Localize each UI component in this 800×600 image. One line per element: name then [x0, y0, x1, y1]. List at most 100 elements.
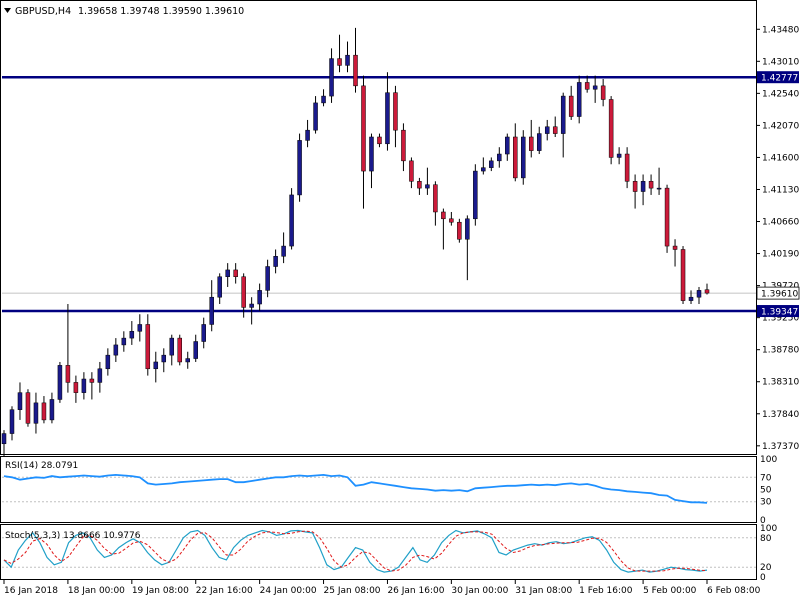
- candle-bear: [664, 187, 670, 247]
- y-tick-label: 1.43480: [762, 25, 799, 35]
- candle-bear: [377, 136, 382, 145]
- stoch-tick-label: 0: [760, 573, 766, 583]
- candle-bull: [544, 126, 550, 134]
- candle-bear: [624, 153, 630, 182]
- y-tick-label: 1.42540: [762, 89, 799, 99]
- x-tick-label: 19 Jan 08:00: [132, 586, 189, 596]
- candle-bull: [560, 95, 566, 134]
- candle-bull: [153, 361, 159, 370]
- candle-bear: [433, 184, 438, 213]
- candle-bear: [704, 289, 710, 294]
- candle-bear: [233, 269, 238, 277]
- x-tick-label: 22 Jan 16:00: [196, 586, 253, 596]
- candle-bull: [249, 303, 254, 308]
- x-tick-label: 5 Feb 00:00: [643, 586, 697, 596]
- y-tick-label: 1.38310: [762, 378, 799, 388]
- candle-bull: [656, 187, 662, 190]
- candle-bull: [193, 341, 198, 359]
- candle-bull: [297, 140, 302, 196]
- stoch-tick-label: 80: [760, 534, 772, 544]
- candle-bear: [568, 95, 574, 117]
- symbol-label: GBPUSD,H4: [15, 6, 71, 17]
- rsi-panel-frame: [0, 456, 757, 523]
- candle-bull: [105, 354, 111, 370]
- main-panel-frame: [0, 0, 757, 455]
- candle-bull: [640, 181, 646, 192]
- candle-bull: [425, 184, 430, 189]
- candle-bull: [9, 409, 15, 434]
- y-tick-label: 1.38780: [762, 346, 799, 356]
- candle-bull: [97, 368, 103, 383]
- candle-bull: [345, 54, 350, 66]
- candle-bear: [441, 211, 446, 220]
- x-tick-label: 30 Jan 00:00: [451, 586, 508, 596]
- candle-bull: [321, 95, 326, 104]
- candle-bull: [217, 276, 222, 298]
- rsi-tick-label: 70: [760, 473, 772, 483]
- y-tick-label: 1.41130: [762, 185, 799, 195]
- candle-bull: [113, 344, 119, 356]
- candle-bull: [33, 402, 39, 424]
- stoch-label: Stoch(5,3,3) 13.8666 10.9776: [5, 531, 141, 541]
- stoch-panel-frame: [0, 524, 757, 580]
- candle-bull: [121, 337, 127, 346]
- candle-bear: [393, 92, 398, 131]
- candle-bull: [489, 160, 494, 168]
- candle-bear: [417, 181, 422, 189]
- candle-bull: [481, 167, 486, 172]
- candle-bear: [241, 276, 246, 308]
- level-label-bg: [757, 305, 799, 318]
- candle-bear: [680, 249, 686, 301]
- candle-bull: [592, 85, 598, 90]
- y-tick-label: 1.43010: [762, 57, 799, 67]
- price-labels: 1.42777 1.39347 1.39610: [756, 71, 800, 318]
- triangle-down-icon[interactable]: [4, 8, 11, 13]
- time-axis: 16 Jan 2018 18 Jan 00:00 19 Jan 08:00 22 Ja…: [3, 580, 761, 596]
- candle-bull: [137, 324, 143, 332]
- y-tick-label: 1.39720: [762, 282, 799, 292]
- candle-bull: [369, 136, 374, 172]
- candle-bull: [505, 136, 510, 155]
- candle-bear: [529, 136, 534, 151]
- candle-bull: [209, 296, 214, 325]
- candle-bull: [576, 82, 582, 117]
- candle-bear: [457, 221, 462, 240]
- x-tick-label: 1 Feb 16:00: [579, 586, 633, 596]
- rsi-label: RSI(14) 28.0791: [5, 461, 78, 471]
- rsi-tick-label: 30: [760, 498, 772, 508]
- stoch-tick-label: 100: [760, 524, 777, 534]
- candle-bear: [25, 392, 31, 424]
- horizontal-levels: [2, 75, 756, 313]
- current-price-label-bg: [756, 286, 800, 300]
- price-axis: 1.43480 1.43010 1.42540 1.42070 1.41600 1.411…: [756, 25, 799, 452]
- candle-bear: [449, 218, 454, 223]
- rsi-line: [3, 473, 708, 504]
- y-tick-label: 1.37370: [762, 442, 799, 452]
- candle-bull: [616, 153, 622, 158]
- y-tick-label: 1.37840: [762, 410, 799, 420]
- candle-bull: [289, 194, 294, 247]
- candle-bear: [409, 160, 414, 182]
- candle-bear: [65, 365, 71, 383]
- candle-bull: [185, 358, 190, 363]
- level-label-bg: [757, 71, 799, 84]
- candle-bull: [536, 133, 542, 151]
- candle-bull: [305, 129, 310, 141]
- stoch-tick-label: 20: [760, 563, 772, 573]
- candle-bear: [337, 58, 342, 66]
- level-label: 1.39347: [761, 308, 798, 318]
- current-price-label: 1.39610: [761, 290, 798, 300]
- candle-bear: [513, 136, 518, 179]
- candle-bull: [257, 290, 262, 305]
- candle-bear: [177, 337, 182, 363]
- candle-bull: [161, 354, 167, 363]
- candle-bear: [361, 85, 366, 172]
- candle-bull: [521, 136, 526, 179]
- candle-bull: [17, 392, 23, 410]
- candle-bear: [353, 54, 358, 87]
- y-tick-label: 1.42070: [762, 121, 799, 131]
- candle-bear: [648, 181, 654, 189]
- stoch-main-line: [3, 529, 708, 573]
